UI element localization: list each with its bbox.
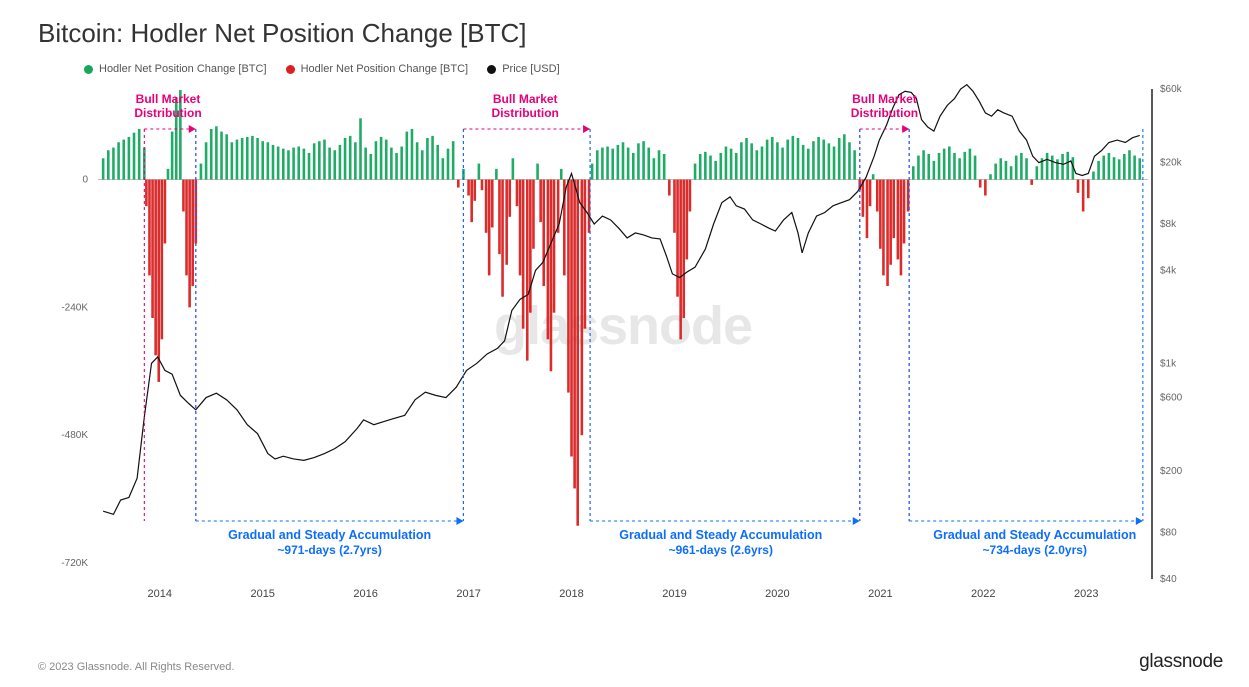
svg-text:2023: 2023 (1074, 588, 1098, 600)
svg-text:$4k: $4k (1160, 265, 1177, 276)
legend-pos: Hodler Net Position Change [BTC] (84, 63, 267, 75)
svg-text:Bull Market: Bull Market (493, 92, 558, 106)
svg-text:-720K: -720K (61, 558, 88, 569)
svg-text:2021: 2021 (868, 588, 892, 600)
svg-text:Bull Market: Bull Market (852, 92, 917, 106)
svg-text:0: 0 (82, 174, 88, 185)
legend: Hodler Net Position Change [BTC] Hodler … (38, 63, 1223, 77)
svg-text:Gradual and Steady Accumulatio: Gradual and Steady Accumulation (619, 528, 822, 542)
svg-text:$200: $200 (1160, 466, 1183, 477)
svg-text:-240K: -240K (61, 302, 88, 313)
chart-title: Bitcoin: Hodler Net Position Change [BTC… (38, 18, 1223, 49)
svg-text:~734-days (2.0yrs): ~734-days (2.0yrs) (983, 543, 1087, 557)
svg-text:$8k: $8k (1160, 219, 1177, 230)
chart-area: glassnode 0 -240K -480K -720K $40 $80 $200 $600 $… (38, 79, 1198, 609)
svg-text:$60k: $60k (1160, 84, 1183, 95)
svg-text:2016: 2016 (353, 588, 377, 600)
svg-text:2022: 2022 (971, 588, 995, 600)
svg-text:2015: 2015 (250, 588, 274, 600)
svg-text:Distribution: Distribution (851, 106, 918, 120)
legend-neg: Hodler Net Position Change [BTC] (286, 63, 469, 75)
svg-text:$40: $40 (1160, 574, 1177, 585)
svg-text:Gradual and Steady Accumulatio: Gradual and Steady Accumulation (933, 528, 1136, 542)
svg-text:$600: $600 (1160, 392, 1183, 403)
svg-text:glassnode: glassnode (494, 295, 752, 355)
svg-text:Bull Market: Bull Market (136, 92, 201, 106)
svg-text:Distribution: Distribution (134, 106, 201, 120)
brand-logo: glassnode (1139, 651, 1223, 673)
svg-text:-480K: -480K (61, 430, 88, 441)
svg-text:$1k: $1k (1160, 358, 1177, 369)
svg-text:2017: 2017 (456, 588, 480, 600)
svg-text:2014: 2014 (148, 588, 172, 600)
svg-text:2020: 2020 (765, 588, 789, 600)
svg-text:$20k: $20k (1160, 157, 1183, 168)
svg-text:~961-days (2.6yrs): ~961-days (2.6yrs) (669, 543, 773, 557)
svg-text:Distribution: Distribution (492, 106, 559, 120)
svg-text:2019: 2019 (662, 588, 686, 600)
svg-text:Gradual and Steady Accumulatio: Gradual and Steady Accumulation (228, 528, 431, 542)
svg-text:$80: $80 (1160, 527, 1177, 538)
svg-text:2018: 2018 (559, 588, 583, 600)
legend-price: Price [USD] (487, 63, 559, 75)
svg-text:~971-days (2.7yrs): ~971-days (2.7yrs) (277, 543, 381, 557)
copyright: © 2023 Glassnode. All Rights Reserved. (38, 661, 234, 673)
